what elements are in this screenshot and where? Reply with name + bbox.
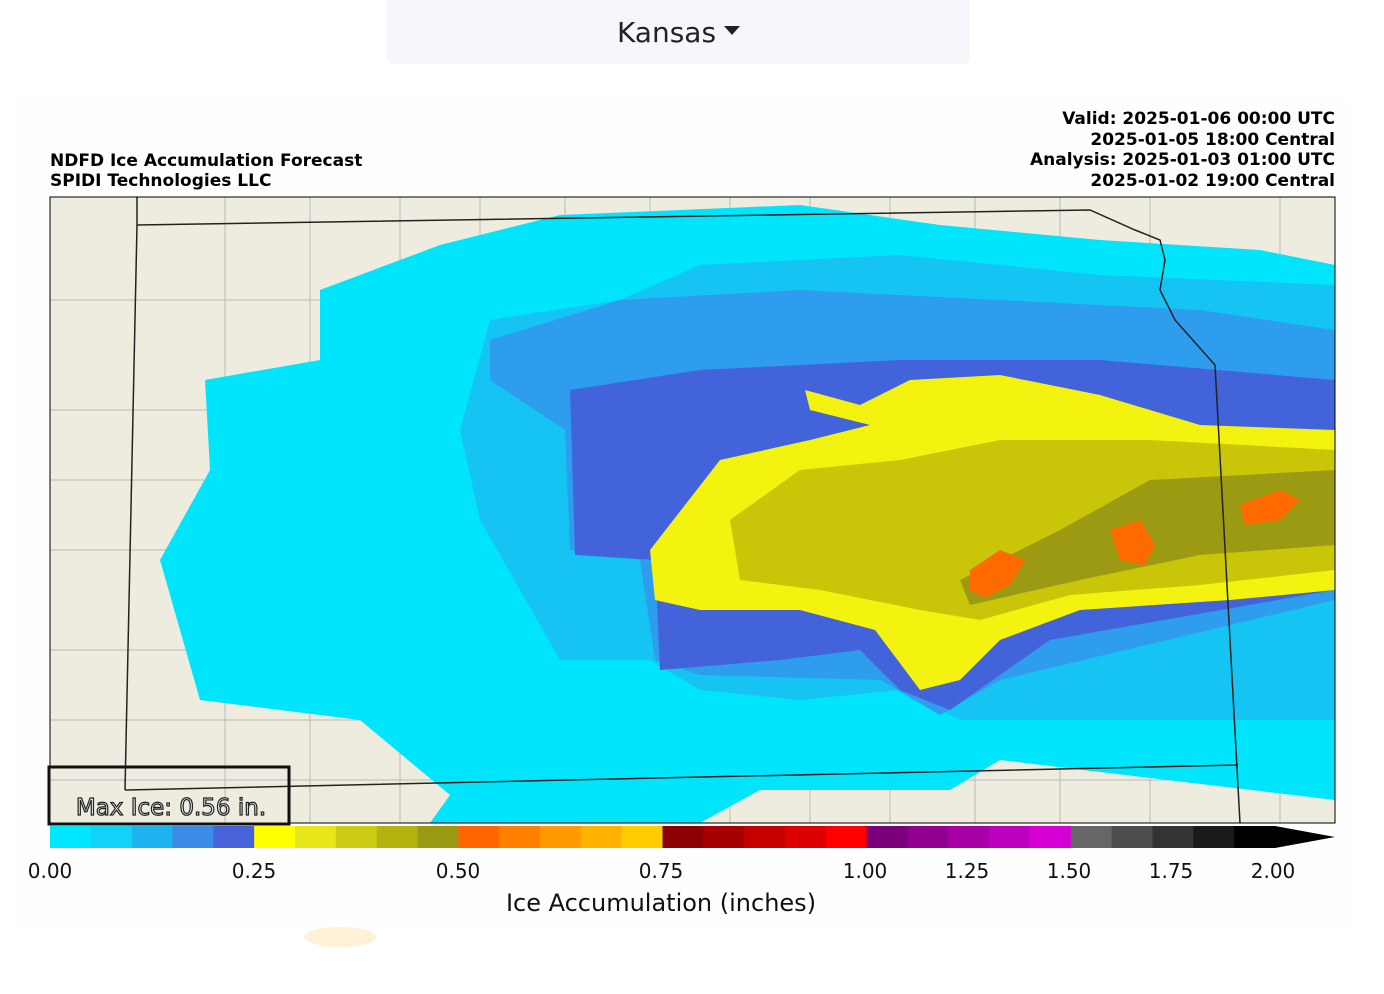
colorbar-segment xyxy=(131,826,173,848)
cbar-tick: 0.50 xyxy=(436,859,481,883)
title-right-4: 2025-01-02 19:00 Central xyxy=(1090,171,1335,191)
cbar-tick: 1.00 xyxy=(843,859,888,883)
cbar-tick: 0.25 xyxy=(232,859,277,883)
colorbar-segment xyxy=(213,826,255,848)
colorbar-segment xyxy=(376,826,418,848)
colorbar-segment xyxy=(499,826,541,848)
cbar-tick: 1.75 xyxy=(1149,859,1194,883)
cbar-tick: 1.25 xyxy=(945,859,990,883)
cbar-tick: 0.75 xyxy=(639,859,684,883)
colorbar-segment xyxy=(90,826,133,848)
cbar-tick: 1.50 xyxy=(1047,859,1092,883)
colorbar-segment xyxy=(621,826,663,848)
colorbar-segment xyxy=(1234,826,1276,848)
state-selector[interactable]: Kansas xyxy=(387,0,970,64)
colorbar-segment xyxy=(254,826,296,848)
colorbar-segment xyxy=(295,826,337,848)
colorbar-segment xyxy=(172,826,214,848)
colorbar-segment xyxy=(1193,826,1235,848)
colorbar-segment xyxy=(825,826,868,848)
colorbar-segment xyxy=(1070,826,1113,848)
colorbar-segment xyxy=(458,826,500,848)
colorbar xyxy=(50,826,1276,848)
cbar-label: Ice Accumulation (inches) xyxy=(506,889,816,917)
title-right-3: Analysis: 2025-01-03 01:00 UTC xyxy=(1030,150,1335,170)
colorbar-segment xyxy=(50,826,92,848)
max-label: Max Ice: 0.56 in. xyxy=(76,795,266,821)
title-right-2: 2025-01-05 18:00 Central xyxy=(1090,130,1335,150)
title-left-2: SPIDI Technologies LLC xyxy=(50,171,271,191)
selector-label[interactable]: Kansas xyxy=(616,15,717,49)
map xyxy=(50,197,1335,823)
colorbar-segment xyxy=(989,826,1031,848)
colorbar-segment xyxy=(785,826,827,848)
colorbar-segment xyxy=(907,826,949,848)
colorbar-segment xyxy=(1111,826,1153,848)
colorbar-extend xyxy=(1275,826,1335,848)
title-left-1: NDFD Ice Accumulation Forecast xyxy=(50,151,362,171)
blur-spot xyxy=(304,927,376,947)
caret[interactable] xyxy=(724,25,741,35)
colorbar-segment xyxy=(866,826,908,848)
colorbar-segment xyxy=(948,826,990,848)
colorbar-segment xyxy=(703,826,745,848)
title-right-1: Valid: 2025-01-06 00:00 UTC xyxy=(1062,109,1335,129)
state-border xyxy=(124,197,1241,823)
map-frame xyxy=(49,196,1336,824)
cbar-tick: 2.00 xyxy=(1251,859,1296,883)
colorbar-segment xyxy=(417,826,459,848)
colorbar-segment xyxy=(1152,826,1194,848)
colorbar-segment xyxy=(540,826,582,848)
colorbar-segment xyxy=(662,826,704,848)
cbar-tick: 0.00 xyxy=(28,859,73,883)
ice-orange xyxy=(970,490,1300,598)
colorbar-segment xyxy=(1030,826,1072,848)
max-box xyxy=(47,765,291,826)
colorbar-segment xyxy=(335,826,378,848)
colorbar-segment xyxy=(580,826,623,848)
colorbar-segment xyxy=(744,826,786,848)
